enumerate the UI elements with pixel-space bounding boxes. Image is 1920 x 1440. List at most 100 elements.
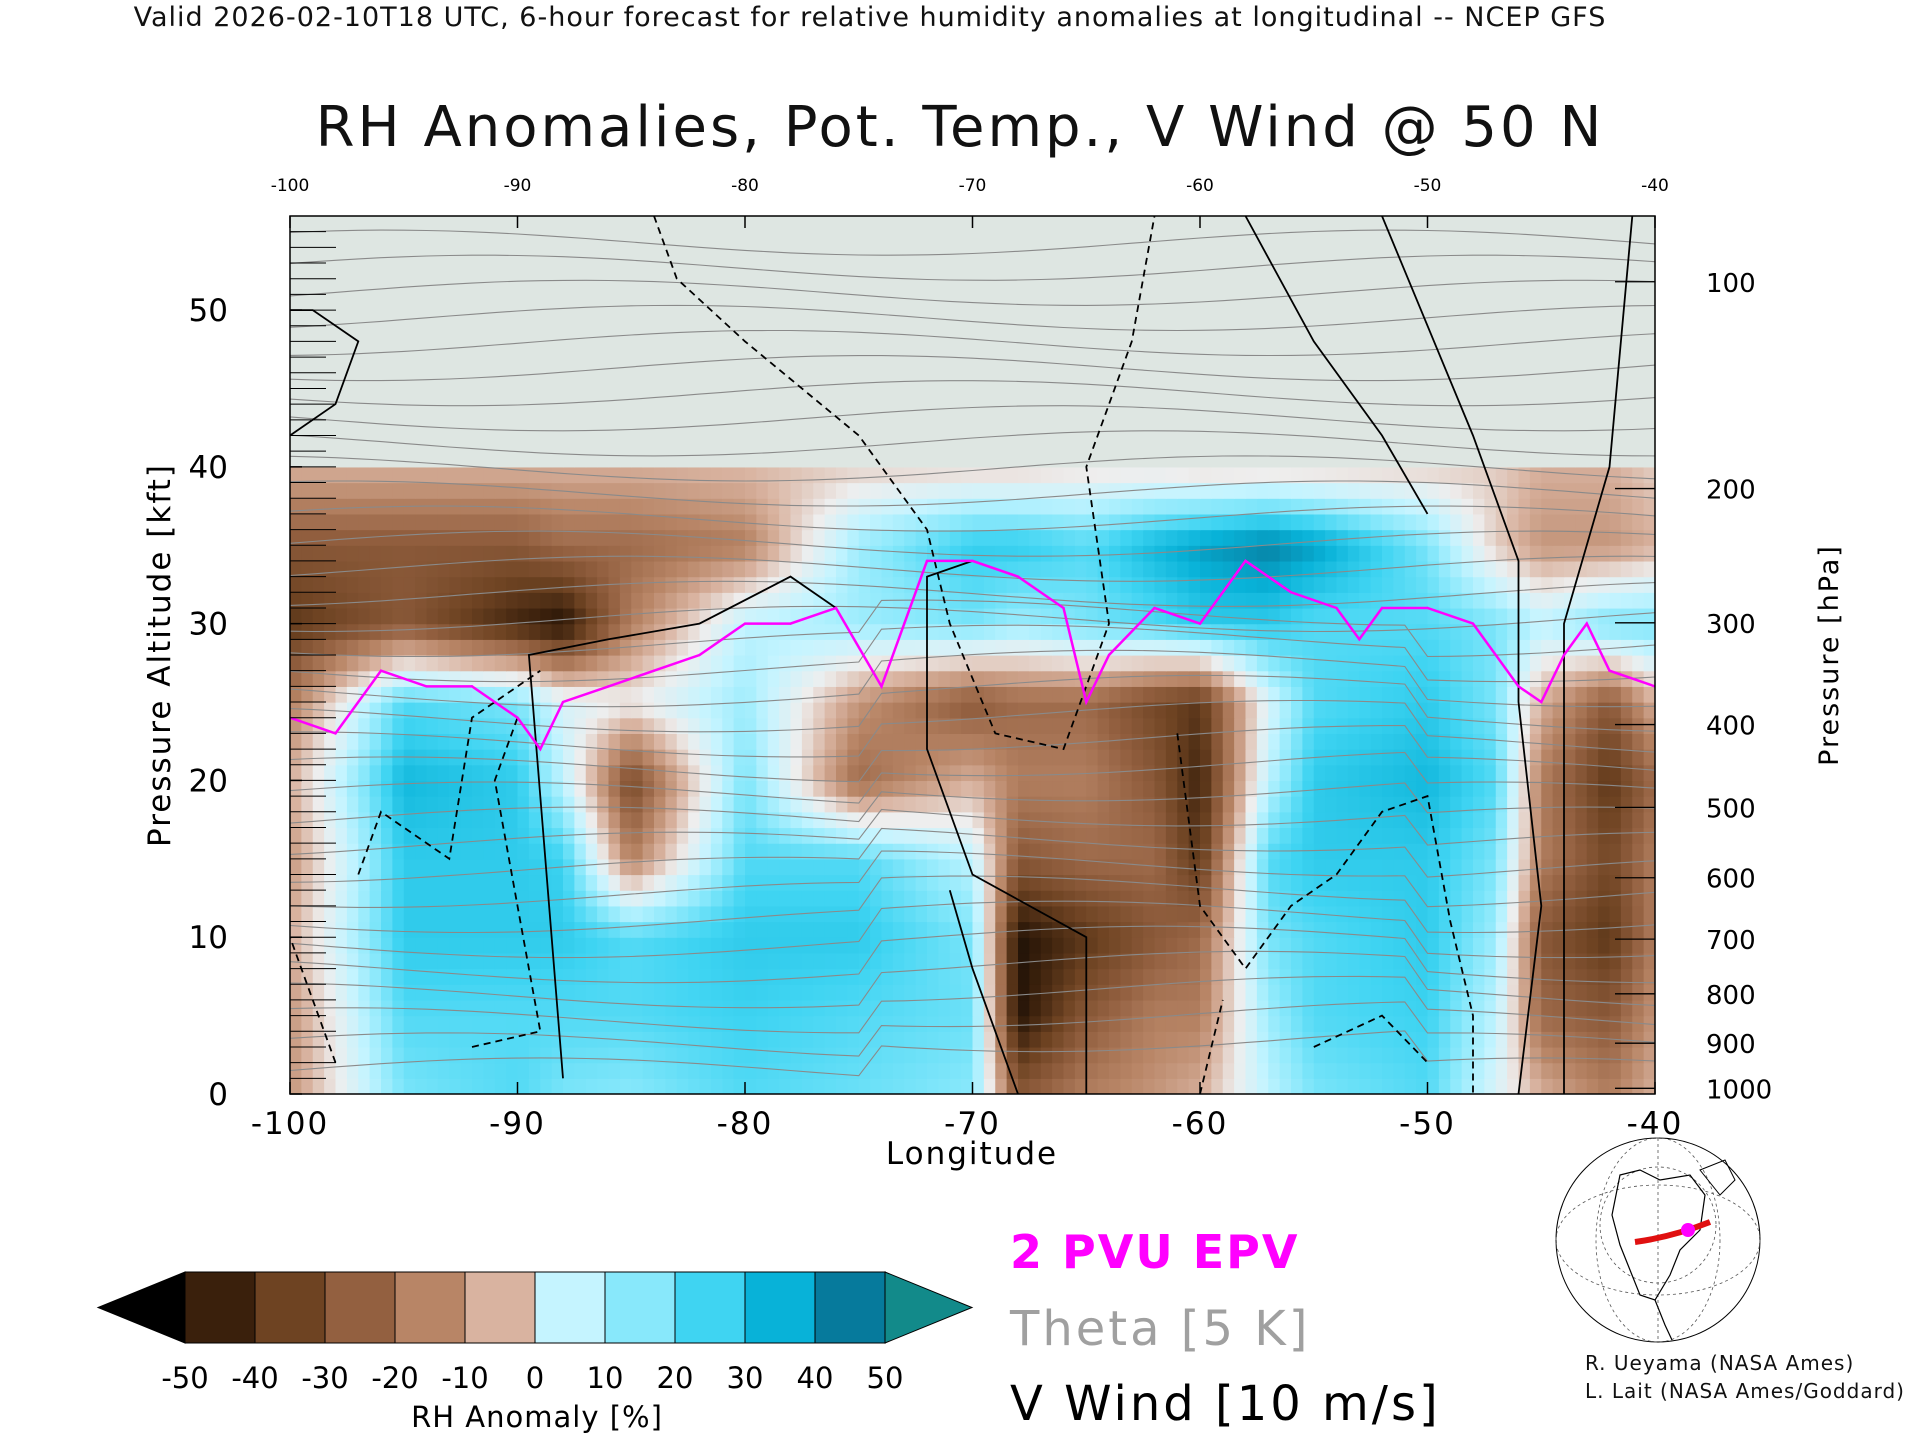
rh-cell (779, 623, 792, 640)
rh-cell (1086, 482, 1099, 499)
rh-cell (961, 702, 974, 719)
rh-cell (1484, 921, 1497, 938)
rh-cell (403, 1031, 416, 1048)
rh-cell (506, 686, 519, 703)
rh-cell (722, 937, 735, 954)
rh-cell (369, 466, 382, 484)
rh-cell (290, 560, 302, 578)
rh-cell (972, 937, 985, 954)
rh-cell (1131, 858, 1144, 876)
rh-cell (1120, 764, 1133, 782)
rh-cell (790, 733, 803, 750)
rh-cell (597, 905, 610, 923)
rh-cell (858, 686, 871, 703)
rh-cell (631, 984, 644, 1001)
rh-cell (494, 686, 507, 703)
rh-cell (1586, 843, 1599, 860)
rh-cell (756, 655, 769, 672)
rh-cell (983, 560, 996, 578)
rh-cell (972, 749, 985, 766)
rh-cell (767, 874, 780, 891)
rh-cell (915, 1015, 928, 1032)
rh-cell (983, 749, 996, 766)
rh-cell (927, 655, 939, 672)
rh-cell (1325, 733, 1338, 750)
rh-cell (1177, 702, 1190, 719)
rh-cell (619, 749, 632, 766)
rh-cell (1200, 733, 1212, 750)
rh-cell (1188, 702, 1201, 719)
rh-cell (779, 498, 792, 515)
rh-cell (563, 874, 575, 891)
rh-cell (1347, 655, 1360, 672)
rh-cell (1473, 655, 1485, 672)
rh-cell (1495, 623, 1508, 640)
rh-cell (1063, 858, 1076, 876)
rh-cell (1245, 482, 1258, 499)
rh-cell (1120, 607, 1133, 625)
rh-cell (1325, 984, 1338, 1001)
rh-cell (528, 796, 541, 813)
rh-cell (1029, 529, 1042, 546)
rh-cell (1234, 733, 1247, 750)
rh-cell (1461, 749, 1474, 766)
rh-cell (392, 905, 405, 923)
rh-cell (585, 702, 598, 719)
rh-cell (1382, 984, 1394, 1001)
rh-cell (1575, 498, 1588, 515)
rh-cell (1040, 764, 1053, 782)
rh-cell (790, 623, 803, 640)
rh-cell (870, 937, 883, 954)
rh-cell (369, 1062, 382, 1079)
rh-cell (915, 1062, 928, 1079)
rh-cell (642, 482, 655, 499)
rh-cell (949, 811, 962, 829)
rh-cell (1541, 670, 1554, 687)
rh-cell (1291, 811, 1303, 829)
rh-cell (483, 1078, 496, 1094)
rh-cell (449, 733, 462, 750)
rh-cell (1063, 545, 1076, 562)
rh-cell (836, 513, 848, 531)
rh-cell (346, 623, 359, 640)
rh-cell (631, 482, 644, 499)
rh-cell (1393, 1031, 1406, 1048)
rh-cell (1029, 560, 1042, 578)
rh-cell (858, 1046, 871, 1064)
rh-cell (892, 999, 905, 1017)
rh-cell (847, 921, 860, 938)
rh-cell (801, 717, 814, 734)
rh-cell (1609, 686, 1622, 703)
rh-cell (1040, 843, 1053, 860)
rh-cell (1359, 921, 1372, 938)
rh-cell (881, 733, 894, 750)
rh-cell (1404, 482, 1417, 499)
rh-cell (892, 702, 905, 719)
rh-cell (756, 811, 769, 829)
rh-cell (676, 827, 689, 844)
rh-cell (961, 529, 974, 546)
rh-cell (1245, 545, 1258, 562)
rh-cell (619, 466, 632, 484)
rh-cell (654, 874, 666, 891)
rh-cell (312, 1078, 325, 1094)
rh-cell (676, 451, 689, 468)
rh-cell (1564, 890, 1576, 907)
rh-cell (403, 466, 416, 484)
rh-cell (1461, 874, 1474, 891)
rh-cell (1529, 623, 1542, 640)
rh-cell (938, 890, 951, 907)
rh-cell (1473, 796, 1485, 813)
rh-cell (1564, 451, 1576, 468)
rh-cell (1393, 905, 1406, 923)
rh-cell (710, 905, 723, 923)
rh-cell (676, 1015, 689, 1032)
rh-cell (1609, 780, 1622, 797)
rh-cell (1347, 984, 1360, 1001)
rh-cell (290, 905, 302, 923)
rh-cell (756, 1062, 769, 1079)
rh-cell (494, 796, 507, 813)
rh-cell (1052, 874, 1065, 891)
rh-cell (1018, 686, 1030, 703)
rh-cell (1541, 1031, 1554, 1048)
